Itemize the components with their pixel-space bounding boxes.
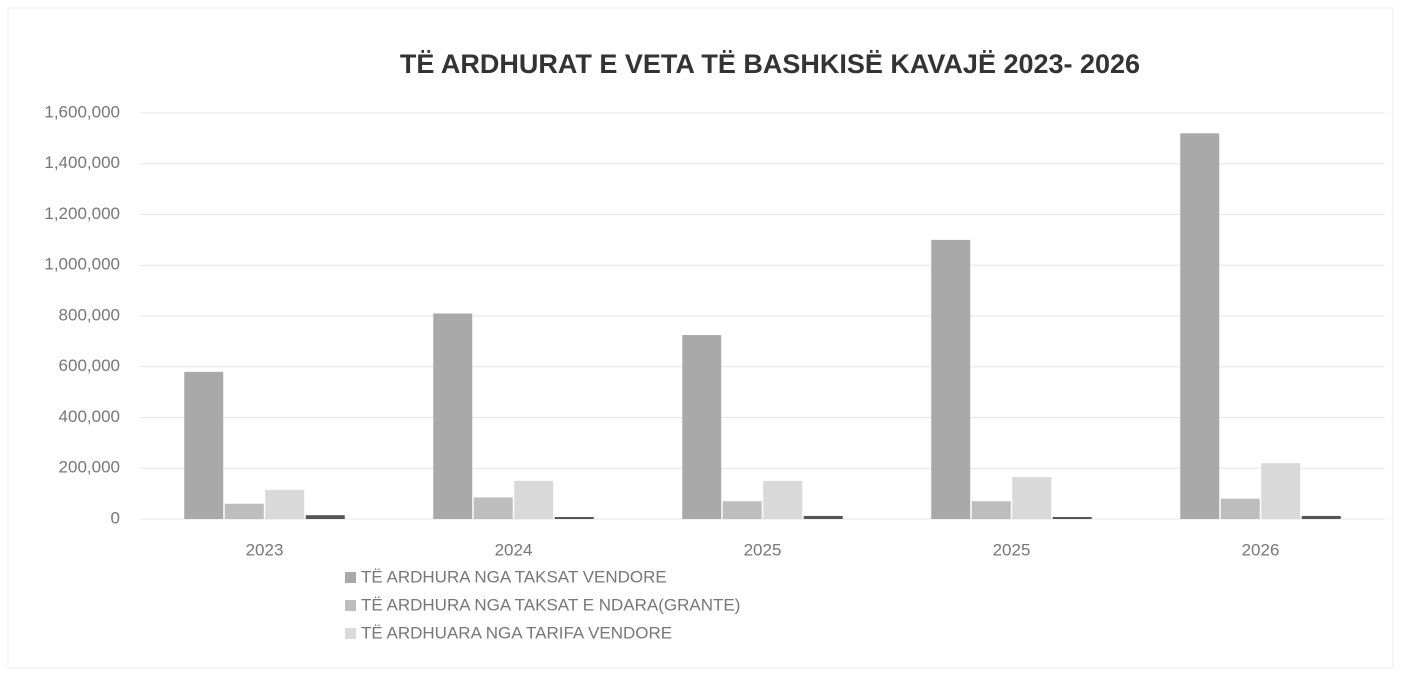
y-tick-label: 0: [111, 508, 120, 527]
y-tick-label: 1,000,000: [44, 255, 120, 274]
bar: [1220, 498, 1260, 519]
bar: [265, 489, 305, 519]
bar: [224, 503, 264, 519]
bar: [473, 497, 513, 519]
bar: [184, 371, 224, 519]
bar: [1052, 516, 1092, 519]
y-tick-label: 1,600,000: [44, 102, 120, 121]
bar: [1301, 515, 1341, 519]
bar: [305, 515, 345, 519]
y-tick-label: 400,000: [59, 407, 120, 426]
x-tick-label: 2026: [1242, 540, 1280, 559]
x-tick-label: 2024: [495, 540, 533, 559]
legend-swatch: [345, 628, 356, 639]
bar: [763, 480, 803, 519]
x-tick-label: 2025: [993, 540, 1031, 559]
y-tick-label: 200,000: [59, 458, 120, 477]
bar: [554, 516, 594, 519]
x-tick-label: 2023: [246, 540, 284, 559]
y-tick-label: 1,400,000: [44, 153, 120, 172]
legend-label: TË ARDHUARA NGA TARIFA VENDORE: [361, 623, 672, 642]
bar: [1261, 463, 1301, 519]
bar: [682, 335, 722, 519]
y-tick-label: 800,000: [59, 305, 120, 324]
bar: [803, 515, 843, 519]
y-tick-label: 600,000: [59, 356, 120, 375]
y-tick-label: 1,200,000: [44, 204, 120, 223]
bar: [971, 501, 1011, 519]
bar: [722, 501, 762, 519]
chart-title: TË ARDHURAT E VETA TË BASHKISË KAVAJË 20…: [400, 49, 1140, 79]
bar: [1012, 477, 1052, 519]
bar: [514, 480, 554, 519]
legend-label: TË ARDHURA NGA TAKSAT VENDORE: [361, 567, 667, 586]
legend-swatch: [345, 572, 356, 583]
x-tick-label: 2025: [744, 540, 782, 559]
bar: [1180, 133, 1220, 520]
legend-swatch: [345, 600, 356, 611]
legend-label: TË ARDHURA NGA TAKSAT E NDARA(GRANTE): [361, 595, 740, 614]
bar: [433, 313, 473, 519]
bar: [931, 239, 971, 519]
